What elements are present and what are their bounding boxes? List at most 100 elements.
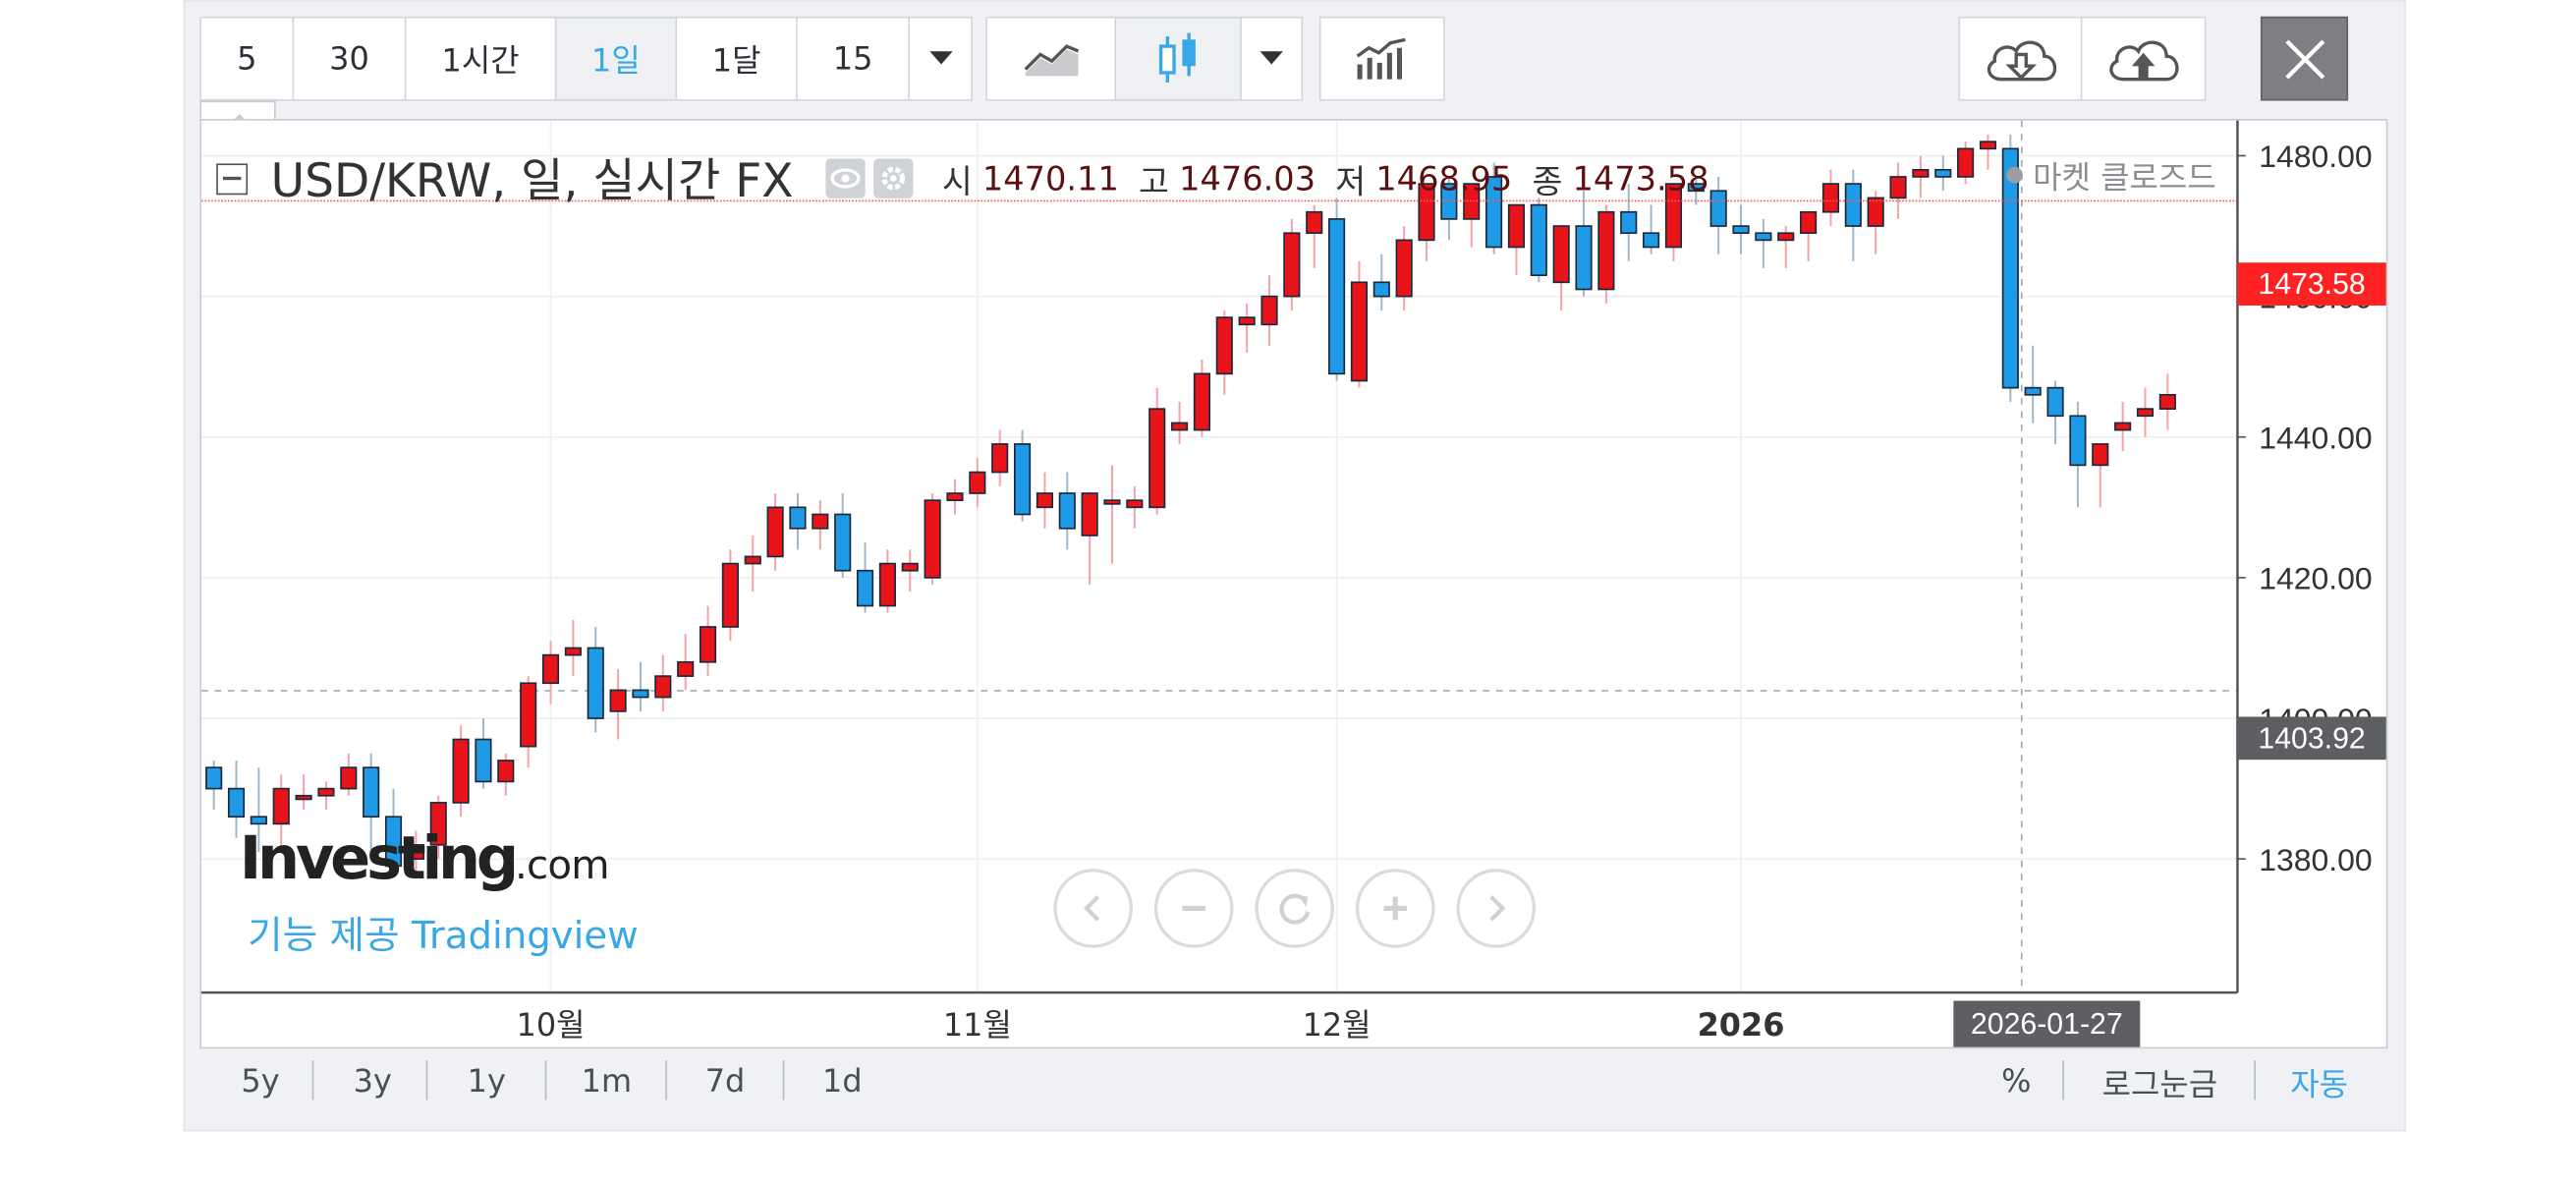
candle-body: [1867, 197, 1884, 227]
candle-body: [2136, 408, 2155, 418]
candle-body: [1979, 141, 1997, 150]
candle-body: [924, 499, 941, 579]
candle-body: [1126, 499, 1144, 509]
candle-body: [1530, 203, 1547, 276]
candle-body: [1215, 316, 1233, 375]
range-7d-button[interactable]: 7d: [704, 1063, 746, 1101]
logo-domain: .com: [515, 842, 609, 889]
interval-5-button[interactable]: 5: [201, 18, 295, 99]
chevron-left-icon: [1083, 895, 1100, 922]
candle-body: [2046, 386, 2064, 418]
indicators-icon: [1356, 36, 1406, 79]
candle-body: [1777, 232, 1795, 242]
logo-brand: Investing: [239, 825, 520, 894]
candle-body: [1597, 210, 1615, 291]
candle-body: [1507, 203, 1526, 249]
candle-body: [766, 506, 784, 558]
scroll-right-button[interactable]: [1456, 869, 1537, 948]
high-label: 고: [1139, 160, 1169, 201]
candle-body: [475, 738, 492, 783]
interval-1d-button[interactable]: 1일: [556, 18, 678, 99]
open-label: 시: [941, 160, 973, 201]
range-1y-button[interactable]: 1y: [467, 1063, 506, 1101]
symbol-title: USD/KRW, 일, 실시간 FX: [270, 153, 794, 208]
percent-scale-button[interactable]: %: [2001, 1063, 2032, 1101]
candle-body: [901, 562, 919, 572]
candle-body: [1664, 183, 1683, 249]
candle-body: [1328, 218, 1346, 375]
line-chart-button[interactable]: [987, 18, 1117, 99]
eye-icon[interactable]: [826, 158, 867, 198]
candle-body: [1081, 492, 1098, 537]
log-scale-button[interactable]: 로그눈금: [2101, 1065, 2218, 1102]
interval-dropdown-button[interactable]: [910, 18, 972, 99]
tradingview-credit[interactable]: 기능 제공 Tradingview: [248, 915, 639, 958]
candle-body: [1934, 168, 1952, 178]
candle-body: [744, 555, 761, 565]
collapse-legend-icon[interactable]: [216, 162, 249, 195]
divider: [544, 1060, 547, 1101]
candle-body: [1912, 168, 1930, 178]
range-1d-button[interactable]: 1d: [822, 1063, 863, 1101]
cloud-download-icon: [1987, 39, 2056, 81]
range-3y-button[interactable]: 3y: [353, 1063, 392, 1101]
close-button[interactable]: [2260, 16, 2349, 101]
interval-toolbar: 5 30 1시간 1일 1달 15: [199, 16, 973, 101]
close-label: 종: [1532, 160, 1563, 201]
market-status-text: 마켓 클로즈드: [2033, 159, 2216, 197]
candle-body: [1709, 190, 1727, 227]
candle-body: [205, 766, 223, 790]
candle-body: [520, 682, 537, 748]
candle-body: [1148, 408, 1166, 509]
interval-15-button[interactable]: 15: [797, 18, 911, 99]
reset-chart-button[interactable]: [1255, 869, 1335, 948]
divider: [2062, 1060, 2064, 1101]
interval-30-button[interactable]: 30: [294, 18, 407, 99]
zoom-in-button[interactable]: [1355, 869, 1435, 948]
chart-type-dropdown-button[interactable]: [1241, 18, 1302, 99]
candle-body: [1283, 232, 1301, 298]
candle-body: [1193, 372, 1211, 431]
divider: [782, 1060, 785, 1101]
indicators-toolbar: [1318, 16, 1445, 101]
candle-body: [2001, 147, 2019, 389]
last-price-tag: 1473.58: [2237, 262, 2386, 306]
candle-body: [1687, 183, 1705, 193]
line-chart-icon: [1023, 43, 1079, 76]
candle-body: [340, 766, 358, 790]
candle-body: [295, 794, 312, 801]
load-chart-button[interactable]: [1960, 18, 2083, 99]
auto-scale-button[interactable]: 자동: [2290, 1065, 2349, 1102]
y-tick-label: 1420.00: [2259, 561, 2372, 596]
candle-body: [1620, 210, 1638, 235]
candle-body: [384, 816, 403, 868]
settings-gear-icon[interactable]: [873, 158, 915, 198]
candle-body: [227, 787, 246, 819]
indicators-button[interactable]: [1320, 18, 1443, 99]
scroll-left-button[interactable]: [1053, 869, 1134, 948]
candlestick-icon: [1158, 31, 1196, 83]
zoom-out-button[interactable]: [1153, 869, 1234, 948]
x-tick-label: 10월: [517, 1006, 586, 1044]
interval-1h-button[interactable]: 1시간: [406, 18, 557, 99]
candlestick-chart-button[interactable]: [1116, 18, 1242, 99]
crosshair-price-tag: 1403.92: [2237, 716, 2386, 761]
candle-body: [1844, 183, 1862, 227]
candle-body: [609, 689, 627, 712]
candle-body: [1306, 210, 1323, 235]
x-tick-label: 12월: [1303, 1006, 1372, 1044]
save-chart-button[interactable]: [2082, 18, 2205, 99]
candle-body: [1889, 176, 1907, 199]
range-1m-button[interactable]: 1m: [581, 1063, 633, 1101]
candle-body: [699, 626, 717, 663]
cloud-toolbar: [1958, 16, 2207, 101]
close-icon: [2284, 38, 2324, 79]
interval-1mo-button[interactable]: 1달: [677, 18, 798, 99]
candle-body: [721, 562, 739, 628]
y-tick-label: 1480.00: [2259, 139, 2372, 174]
cloud-upload-icon: [2109, 39, 2179, 81]
crosshair-date-tag: 2026-01-27: [1953, 1000, 2141, 1047]
range-5y-button[interactable]: 5y: [241, 1063, 280, 1101]
chevron-right-icon: [1489, 895, 1506, 922]
